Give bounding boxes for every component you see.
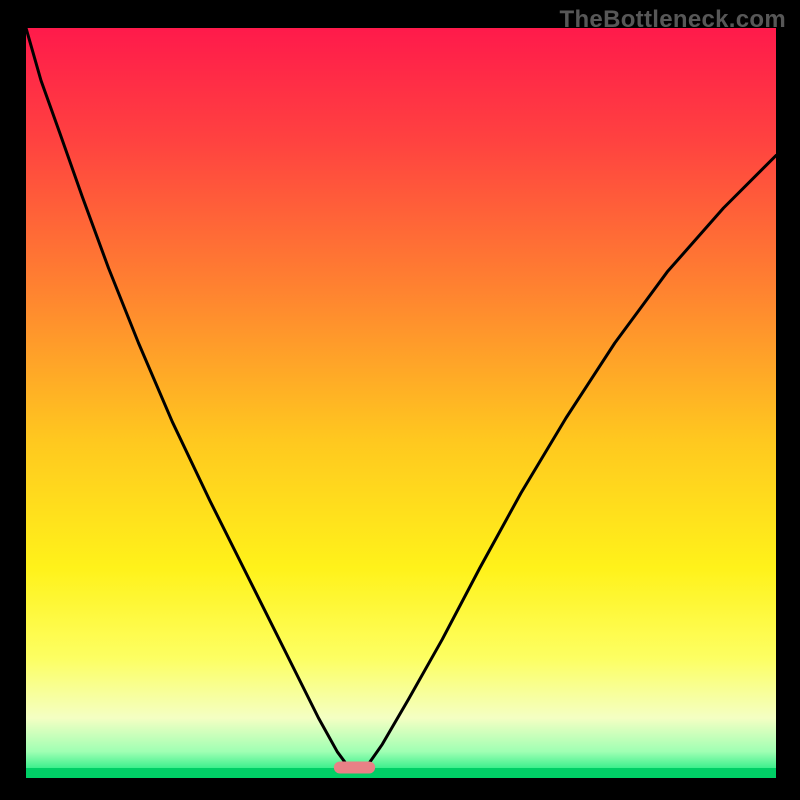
bottleneck-plot [26,28,776,778]
chart-container: TheBottleneck.com [0,0,800,800]
optimal-marker [334,762,375,774]
plot-base-band [26,768,776,778]
plot-background [26,28,776,778]
